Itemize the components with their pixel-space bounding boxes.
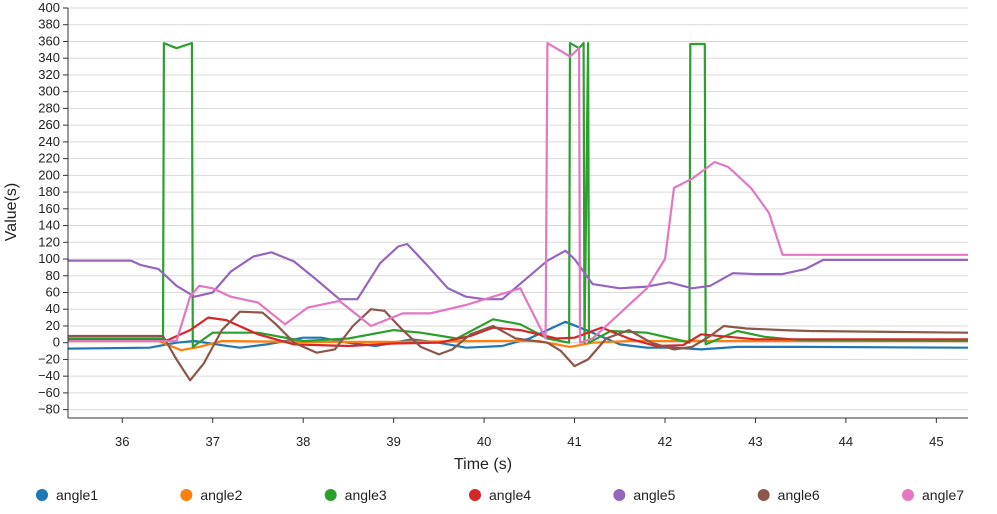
- legend-label-angle4[interactable]: angle4: [489, 487, 531, 503]
- legend-marker-angle6[interactable]: [757, 489, 770, 501]
- y-tick-label: 160: [38, 201, 60, 216]
- x-tick-label: 44: [839, 434, 853, 449]
- legend-label-angle5[interactable]: angle5: [633, 487, 675, 503]
- series-line-angle4: [68, 316, 968, 348]
- legend-marker-angle5[interactable]: [613, 489, 626, 501]
- y-tick-label: −80: [38, 402, 60, 417]
- y-tick-label: −20: [38, 351, 60, 366]
- legend: angle1 angle2 angle3 angle4 angle5 angle6 angl…: [36, 487, 964, 503]
- legend-label-angle1[interactable]: angle1: [56, 487, 98, 503]
- y-tick-label: 300: [38, 84, 60, 99]
- y-tick-label: 220: [38, 151, 60, 166]
- y-tick-label: 400: [38, 0, 60, 15]
- x-tick-label: 43: [748, 434, 762, 449]
- x-tick-label: 38: [296, 434, 310, 449]
- y-tick-label: 200: [38, 167, 60, 182]
- x-tick-label: 39: [386, 434, 400, 449]
- legend-label-angle2[interactable]: angle2: [200, 487, 242, 503]
- legend-marker-angle1[interactable]: [36, 489, 48, 501]
- y-axis-ticks: −80−60−40−200204060801001201401601802002…: [38, 0, 68, 417]
- y-tick-label: 280: [38, 100, 60, 115]
- y-tick-label: 140: [38, 218, 60, 233]
- x-tick-label: 41: [567, 434, 581, 449]
- legend-marker-angle4[interactable]: [469, 489, 481, 501]
- y-tick-label: −40: [38, 368, 60, 383]
- series-line-angle3: [68, 42, 969, 348]
- series-line-angle6: [68, 308, 969, 382]
- legend-marker-angle2[interactable]: [180, 489, 193, 501]
- y-tick-label: 100: [38, 251, 60, 266]
- x-tick-label: 40: [477, 434, 491, 449]
- x-tick-label: 37: [205, 434, 219, 449]
- series-lines: [67, 42, 969, 382]
- y-axis-label: Value(s): [3, 183, 20, 241]
- y-tick-label: 180: [38, 184, 60, 199]
- y-tick-label: 380: [38, 17, 60, 32]
- x-tick-label: 42: [658, 434, 672, 449]
- y-tick-label: −60: [38, 385, 60, 400]
- y-tick-label: 20: [46, 318, 60, 333]
- legend-label-angle3[interactable]: angle3: [345, 487, 387, 503]
- legend-label-angle6[interactable]: angle6: [778, 487, 820, 503]
- legend-marker-angle7[interactable]: [902, 489, 914, 501]
- series-line-angle7: [68, 42, 968, 344]
- x-tick-label: 36: [115, 434, 129, 449]
- grid: [68, 7, 968, 411]
- x-axis-label: Time (s): [454, 456, 512, 473]
- y-tick-label: 80: [46, 268, 60, 283]
- y-tick-label: 40: [46, 301, 60, 316]
- series-line-angle5: [68, 242, 968, 301]
- y-tick-label: 60: [46, 284, 60, 299]
- legend-marker-angle3[interactable]: [324, 489, 337, 501]
- y-tick-label: 360: [38, 33, 60, 48]
- x-axis-ticks: 36 37 38 39 40 41 42 43 44 45: [115, 418, 944, 449]
- y-tick-label: 120: [38, 234, 60, 249]
- y-tick-label: 260: [38, 117, 60, 132]
- y-tick-label: 240: [38, 134, 60, 149]
- y-tick-label: 0: [53, 335, 60, 350]
- legend-label-angle7[interactable]: angle7: [922, 487, 964, 503]
- x-tick-label: 45: [929, 434, 943, 449]
- y-tick-label: 320: [38, 67, 60, 82]
- axes: [67, 8, 968, 419]
- y-tick-label: 340: [38, 50, 60, 65]
